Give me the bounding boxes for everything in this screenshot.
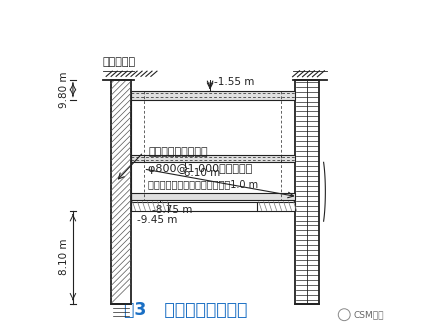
Text: 图3   基坑支护典型剖面: 图3 基坑支护典型剖面	[124, 301, 247, 319]
Bar	[295, 80, 320, 304]
Bar	[130, 193, 295, 200]
Text: -9.45 m: -9.45 m	[137, 215, 177, 225]
Bar	[257, 202, 295, 211]
Text: CSM工法: CSM工法	[353, 310, 384, 319]
Text: 等厚度水泥土搅拌墙: 等厚度水泥土搅拌墙	[149, 147, 208, 157]
Text: -1.55 m: -1.55 m	[214, 77, 255, 87]
Text: 整平后地面: 整平后地面	[103, 57, 136, 67]
Text: 8.10 m: 8.10 m	[59, 239, 69, 275]
Text: 嵌入中风化粉砂质泥岩层不少于1.0 m: 嵌入中风化粉砂质泥岩层不少于1.0 m	[149, 179, 259, 189]
Bar	[130, 202, 168, 211]
Bar	[130, 155, 295, 162]
Bar	[130, 91, 295, 99]
Text: φ800@1 000灌注桩排桩: φ800@1 000灌注桩排桩	[149, 164, 253, 174]
Bar	[111, 80, 130, 304]
Text: 9.80 m: 9.80 m	[59, 71, 69, 108]
Text: -8.75 m: -8.75 m	[153, 205, 193, 215]
Text: -6.10 m: -6.10 m	[180, 168, 221, 178]
